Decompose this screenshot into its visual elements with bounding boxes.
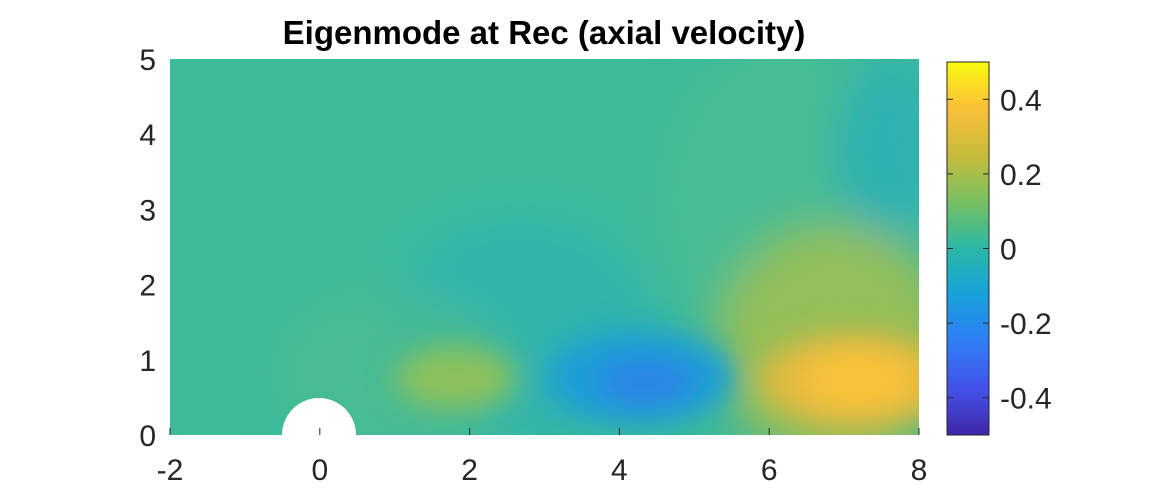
x-tick-label: -2 [157, 454, 184, 487]
y-tick-label: 1 [139, 345, 156, 378]
colorbar-tick-label: 0.2 [1000, 159, 1042, 192]
positive-lobe-far-inner [803, 352, 913, 408]
x-tick-label: 8 [911, 454, 928, 487]
heatmap-field [170, 59, 919, 435]
x-tick-label: 4 [611, 454, 628, 487]
x-axis: -2 0 2 4 6 8 [157, 428, 928, 487]
chart-title: Eigenmode at Rec (axial velocity) [283, 14, 806, 51]
x-tick-label: 2 [461, 454, 478, 487]
colorbar-tick-label: -0.4 [1000, 383, 1052, 416]
upper-right-negative-patch [835, 60, 919, 240]
colorbar-tick-label: 0 [1000, 234, 1017, 267]
x-tick-label: 0 [311, 454, 328, 487]
colorbar-tick-label: 0.4 [1000, 84, 1042, 117]
y-tick-label: 0 [139, 420, 156, 453]
colorbar: -0.4 -0.2 0 0.2 0.4 [946, 61, 1052, 436]
x-tick-label: 6 [761, 454, 778, 487]
y-tick-label: 2 [139, 270, 156, 303]
colorbar-tick-label: -0.2 [1000, 308, 1052, 341]
y-tick-label: 5 [139, 44, 156, 77]
y-tick-label: 4 [139, 119, 156, 152]
negative-lobe-core-inner [595, 357, 695, 407]
y-axis: 0 1 2 3 4 5 [139, 44, 156, 453]
positive-lobe-near [395, 346, 515, 410]
cylinder-obstacle [282, 398, 356, 435]
colorbar-gradient [946, 61, 990, 436]
colorbar-ticks: -0.4 -0.2 0 0.2 0.4 [947, 84, 1052, 416]
y-tick-label: 3 [139, 194, 156, 227]
